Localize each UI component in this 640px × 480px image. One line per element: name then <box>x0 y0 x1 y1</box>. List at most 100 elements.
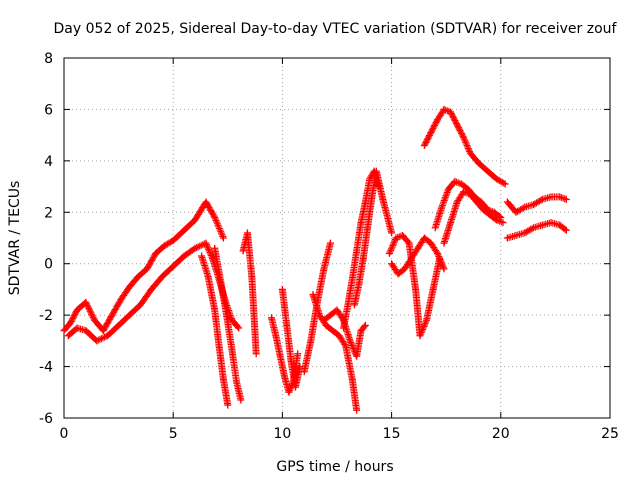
data-point-fill <box>163 240 171 248</box>
data-point-fill <box>388 243 396 251</box>
data-point-fill <box>207 251 215 259</box>
data-point-fill <box>234 323 242 331</box>
data-point-fill <box>497 177 505 185</box>
data-point-fill <box>214 221 222 229</box>
data-point-fill <box>207 250 215 258</box>
data-point-fill <box>204 244 212 252</box>
series-14 <box>388 234 448 278</box>
data-point-fill <box>208 253 216 261</box>
data-point-fill <box>203 242 211 250</box>
data-point-fill <box>348 341 356 349</box>
data-point-fill <box>534 198 542 206</box>
data-point-fill <box>194 243 202 251</box>
data-point-fill <box>438 260 446 268</box>
data-point <box>82 298 90 306</box>
data-point-fill <box>441 195 449 203</box>
data-point-fill <box>437 259 445 267</box>
data-point-fill <box>85 306 93 314</box>
plot-frame <box>63 57 611 419</box>
series-3 <box>198 252 232 409</box>
series-8 <box>300 239 334 376</box>
y-tick-label: 4 <box>44 154 53 170</box>
data-point-fill <box>190 245 198 253</box>
data-point <box>556 193 564 201</box>
data-point-fill <box>216 226 224 234</box>
data-point-fill <box>464 145 472 153</box>
data-point-fill <box>389 240 397 248</box>
data-point-fill <box>439 200 447 208</box>
data-point-fill <box>417 329 425 337</box>
y-axis-label: SDTVAR / TECUs <box>7 181 23 296</box>
data-point <box>191 244 199 252</box>
chart-title: Day 052 of 2025, Sidereal Day-to-day VTE… <box>54 21 618 37</box>
data-point-fill <box>421 321 429 329</box>
data-point-fill <box>387 245 395 253</box>
x-axis-label: GPS time / hours <box>276 459 393 475</box>
data-point-fill <box>97 335 105 343</box>
y-tick-label: 8 <box>44 51 53 67</box>
data-point-fill <box>440 198 448 206</box>
data-point-fill <box>162 241 170 249</box>
data-point-fill <box>459 132 467 140</box>
data-point <box>353 406 361 414</box>
data-point-fill <box>84 303 92 311</box>
data-point-fill <box>528 225 536 233</box>
series-18 <box>503 193 570 216</box>
data-point-fill <box>435 254 443 262</box>
data-point-fill <box>464 143 472 151</box>
data-point-fill <box>443 188 451 196</box>
data-point-fill <box>462 140 470 148</box>
x-tick-label: 10 <box>273 426 291 442</box>
data-points <box>60 105 570 414</box>
data-point-fill <box>496 217 504 225</box>
y-tick-label: -6 <box>39 411 53 427</box>
data-point-fill <box>561 225 569 233</box>
data-point <box>93 337 101 345</box>
data-point-fill <box>443 190 451 198</box>
data-point-fill <box>205 245 213 253</box>
data-point-fill <box>217 228 225 236</box>
data-point-fill <box>491 215 499 223</box>
data-point-fill <box>557 194 565 201</box>
data-point-fill <box>387 246 395 254</box>
data-point-fill <box>215 225 223 233</box>
data-point <box>460 134 468 142</box>
data-point <box>562 226 570 234</box>
data-point-fill <box>417 330 425 338</box>
y-tick-label: -2 <box>39 308 53 324</box>
data-point-fill <box>514 207 522 215</box>
data-point <box>440 105 448 113</box>
data-point-fill <box>433 248 441 256</box>
data-point-fill <box>286 385 294 393</box>
data-point-fill <box>419 326 427 334</box>
data-point-fill <box>197 241 205 249</box>
data-point-fill <box>525 226 533 234</box>
data-point-fill <box>286 387 294 395</box>
data-point <box>460 188 468 196</box>
data-point-fill <box>524 227 532 235</box>
y-tick-label: -4 <box>39 360 53 376</box>
data-point-fill <box>437 257 445 265</box>
data-point-fill <box>439 263 447 271</box>
data-point-fill <box>438 202 446 210</box>
data-point <box>219 234 227 242</box>
data-point <box>202 239 210 247</box>
data-point <box>211 213 219 221</box>
data-point <box>224 401 232 409</box>
series-9 <box>309 291 361 414</box>
axis-ticks <box>63 57 611 419</box>
data-point-fill <box>210 212 218 220</box>
series-17 <box>440 188 507 247</box>
data-point-fill <box>88 310 96 318</box>
data-point <box>346 337 354 345</box>
data-point-fill <box>219 232 227 240</box>
x-tick-label: 20 <box>492 426 510 442</box>
series-12 <box>350 167 396 309</box>
x-tick-label: 5 <box>169 426 178 442</box>
data-point-fill <box>494 217 502 225</box>
data-point <box>294 350 302 358</box>
data-point-fill <box>206 248 214 256</box>
data-point-fill <box>83 301 91 309</box>
x-tick-label: 15 <box>383 426 401 442</box>
